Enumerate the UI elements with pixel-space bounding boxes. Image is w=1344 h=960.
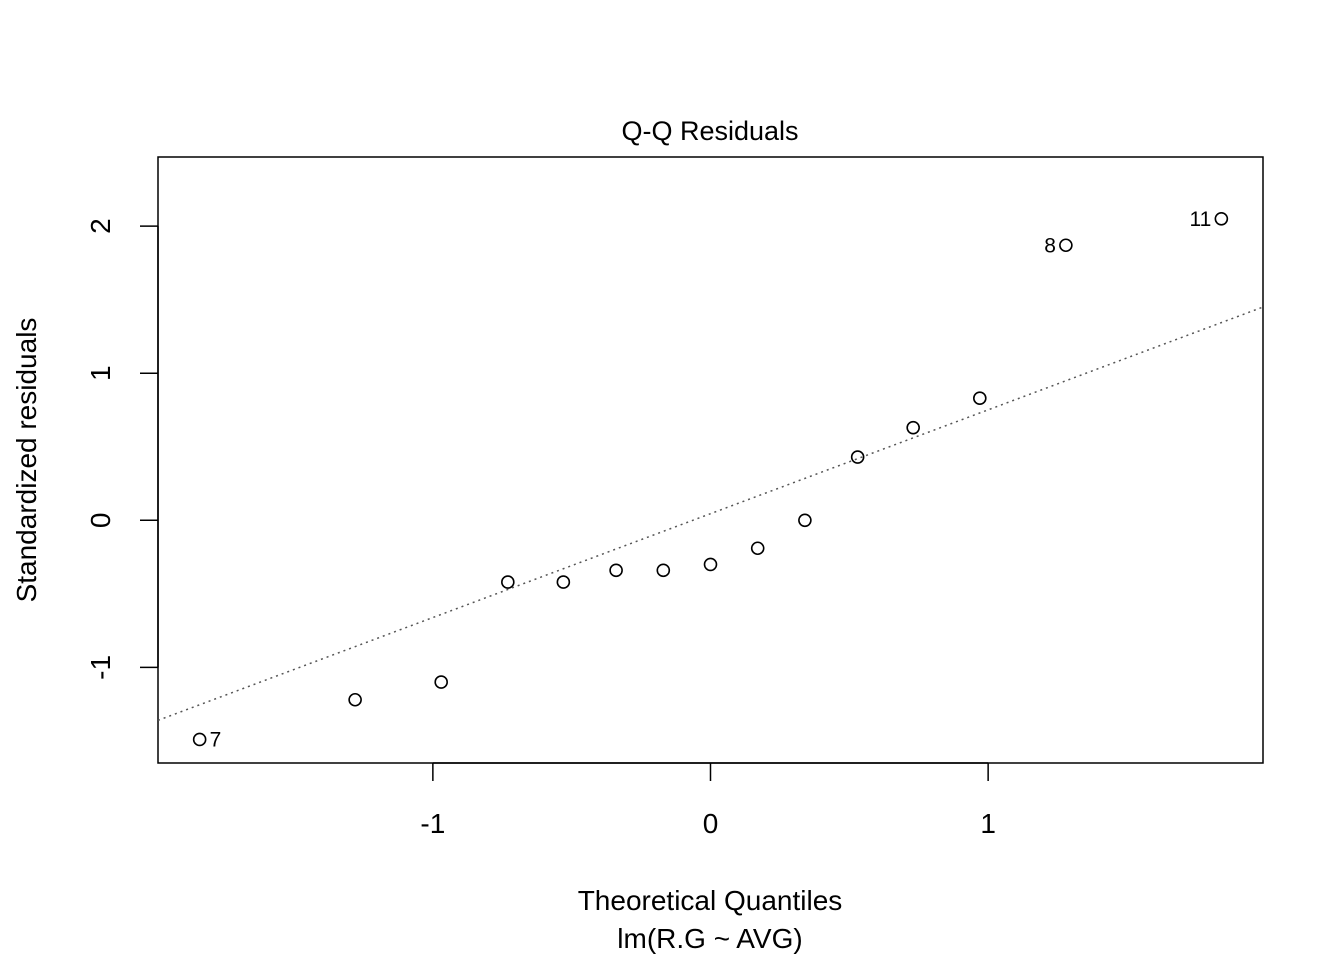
- data-point: [501, 575, 515, 589]
- data-point: [750, 541, 765, 556]
- y-tick-label: 0: [85, 513, 116, 529]
- y-axis: -1 0 1 2: [85, 218, 159, 680]
- data-point: [1214, 211, 1229, 226]
- reference-line: [157, 306, 1264, 722]
- chart-title: Q-Q Residuals: [621, 116, 798, 146]
- data-point: [609, 563, 623, 578]
- data-point: [850, 450, 865, 464]
- y-tick-label: 2: [85, 218, 116, 234]
- x-axis-title: Theoretical Quantiles: [578, 885, 843, 916]
- data-point: [973, 391, 987, 406]
- data-point: [1059, 238, 1073, 253]
- x-tick-label: 0: [703, 808, 719, 839]
- x-axis: -1 0 1: [420, 762, 996, 839]
- x-axis-subtitle: lm(R.G ~ AVG): [617, 923, 802, 954]
- data-point: [906, 420, 920, 435]
- y-axis-title: Standardized residuals: [11, 318, 42, 603]
- y-tick-label: 1: [85, 365, 116, 381]
- data-point: [656, 563, 671, 578]
- x-tick-label: -1: [420, 808, 445, 839]
- data-point: [798, 513, 812, 528]
- data-point: [703, 557, 718, 572]
- data-point: [348, 692, 362, 707]
- point-label: 8: [1044, 234, 1056, 257]
- points-group: 7 8 11: [192, 208, 1229, 751]
- point-label: 7: [210, 728, 222, 751]
- y-tick-label: -1: [85, 655, 116, 680]
- data-point: [192, 732, 207, 747]
- data-point: [434, 675, 448, 689]
- data-point: [556, 575, 571, 589]
- point-label: 11: [1190, 208, 1212, 231]
- x-tick-label: 1: [980, 808, 996, 839]
